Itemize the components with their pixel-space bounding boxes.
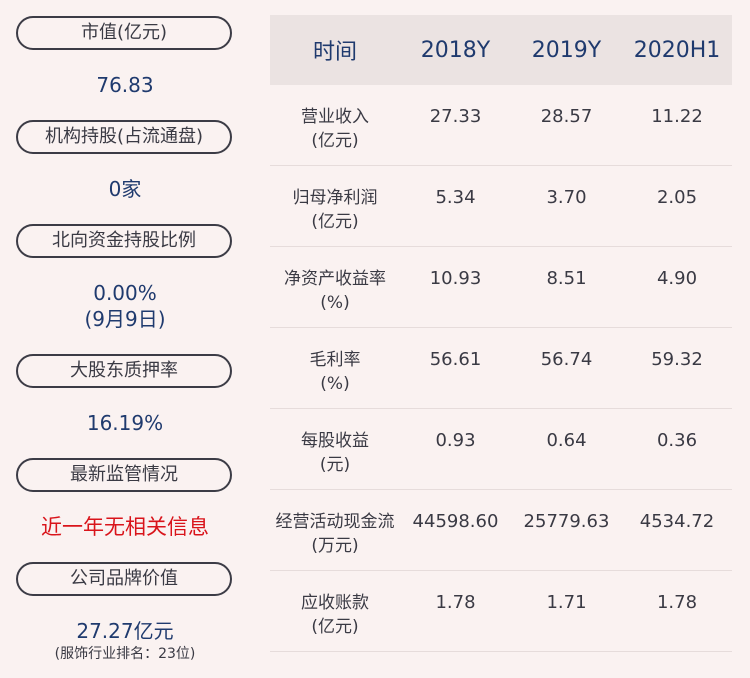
north-capital-label: 北向资金持股比例	[16, 224, 232, 258]
pledge-rate-value: 16.19%	[86, 411, 164, 435]
table-row: 净资产收益率 (%) 10.93 8.51 4.90	[270, 247, 732, 328]
regulation-value: 近一年无相关信息	[41, 515, 209, 539]
inst-holding-label: 机构持股(占流通盘)	[16, 120, 232, 154]
left-panel: 市值(亿元) 76.83 机构持股(占流通盘) 0家 北向资金持股比例 0.00…	[0, 0, 250, 678]
row-name: 每股收益	[301, 431, 369, 451]
cell-2018: 5.34	[435, 187, 476, 208]
cell-2018: 27.33	[429, 106, 482, 127]
row-label: 营业收入 (亿元)	[270, 85, 400, 153]
cell-2019: 28.57	[540, 106, 593, 127]
row-name: 毛利率	[309, 350, 361, 370]
financial-table: 时间 2018Y 2019Y 2020H1 营业收入 (亿元) 27.33 28.…	[270, 15, 732, 652]
cell-2020h1: 4534.72	[639, 511, 715, 532]
cell-2018: 10.93	[429, 268, 482, 289]
brand-rank: (服饰行业排名：23位)	[54, 646, 196, 662]
row-unit: (元)	[319, 455, 351, 475]
row-unit: (%)	[320, 374, 350, 394]
row-unit: (亿元)	[311, 617, 359, 637]
table-row: 毛利率 (%) 56.61 56.74 59.32	[270, 328, 732, 409]
pledge-rate-label: 大股东质押率	[16, 354, 232, 388]
regulation-label: 最新监管情况	[16, 458, 232, 492]
brand-value-label: 公司品牌价值	[16, 562, 232, 596]
row-unit: (%)	[320, 293, 350, 313]
cell-2018: 1.78	[435, 592, 476, 613]
table-row: 归母净利润 (亿元) 5.34 3.70 2.05	[270, 166, 732, 247]
table-row: 经营活动现金流 (万元) 44598.60 25779.63 4534.72	[270, 490, 732, 571]
row-name: 营业收入	[301, 107, 369, 127]
row-label: 经营活动现金流 (万元)	[270, 490, 400, 558]
header-2020h1: 2020H1	[633, 37, 721, 63]
cell-2020h1: 4.90	[656, 268, 698, 289]
table-header: 时间 2018Y 2019Y 2020H1	[270, 15, 732, 85]
row-label: 毛利率 (%)	[270, 328, 400, 396]
cell-2018: 44598.60	[412, 511, 499, 532]
north-capital-value: 0.00%	[93, 281, 157, 305]
inst-holding-value: 0家	[108, 177, 142, 201]
cell-2020h1: 0.36	[656, 430, 698, 451]
cell-2019: 3.70	[546, 187, 587, 208]
row-label: 净资产收益率 (%)	[270, 247, 400, 315]
row-name: 净资产收益率	[284, 269, 386, 289]
cell-2020h1: 59.32	[651, 349, 703, 370]
row-unit: (亿元)	[311, 131, 359, 151]
header-2019: 2019Y	[531, 37, 602, 63]
brand-value: 27.27亿元	[76, 619, 174, 643]
header-2018: 2018Y	[420, 37, 491, 63]
cell-2020h1: 2.05	[656, 187, 698, 208]
cell-2018: 56.61	[429, 349, 482, 370]
cell-2019: 56.74	[540, 349, 593, 370]
row-name: 经营活动现金流	[275, 512, 395, 532]
market-value-label: 市值(亿元)	[16, 16, 232, 50]
row-unit: (亿元)	[311, 212, 359, 232]
cell-2020h1: 1.78	[656, 592, 698, 613]
row-name: 归母净利润	[292, 188, 378, 208]
cell-2020h1: 11.22	[651, 106, 703, 127]
cell-2019: 0.64	[546, 430, 587, 451]
north-capital-date: (9月9日)	[84, 307, 166, 331]
cell-2018: 0.93	[435, 430, 476, 451]
table-row: 应收账款 (亿元) 1.78 1.71 1.78	[270, 571, 732, 652]
row-label: 归母净利润 (亿元)	[270, 166, 400, 234]
table-row: 营业收入 (亿元) 27.33 28.57 11.22	[270, 85, 732, 166]
row-unit: (万元)	[311, 536, 359, 556]
market-value: 76.83	[96, 73, 154, 97]
header-time: 时间	[312, 40, 357, 65]
cell-2019: 1.71	[546, 592, 587, 613]
row-label: 应收账款 (亿元)	[270, 571, 400, 639]
row-name: 应收账款	[301, 593, 369, 613]
row-label: 每股收益 (元)	[270, 409, 400, 477]
cell-2019: 8.51	[546, 268, 587, 289]
table-row: 每股收益 (元) 0.93 0.64 0.36	[270, 409, 732, 490]
cell-2019: 25779.63	[523, 511, 610, 532]
